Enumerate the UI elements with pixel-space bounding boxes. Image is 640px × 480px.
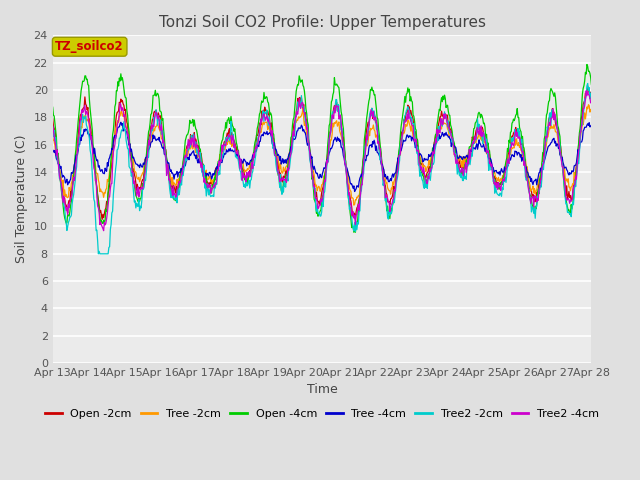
Title: Tonzi Soil CO2 Profile: Upper Temperatures: Tonzi Soil CO2 Profile: Upper Temperatur… bbox=[159, 15, 486, 30]
X-axis label: Time: Time bbox=[307, 384, 337, 396]
Legend: Open -2cm, Tree -2cm, Open -4cm, Tree -4cm, Tree2 -2cm, Tree2 -4cm: Open -2cm, Tree -2cm, Open -4cm, Tree -4… bbox=[40, 404, 604, 423]
Text: TZ_soilco2: TZ_soilco2 bbox=[56, 40, 124, 53]
Y-axis label: Soil Temperature (C): Soil Temperature (C) bbox=[15, 135, 28, 264]
